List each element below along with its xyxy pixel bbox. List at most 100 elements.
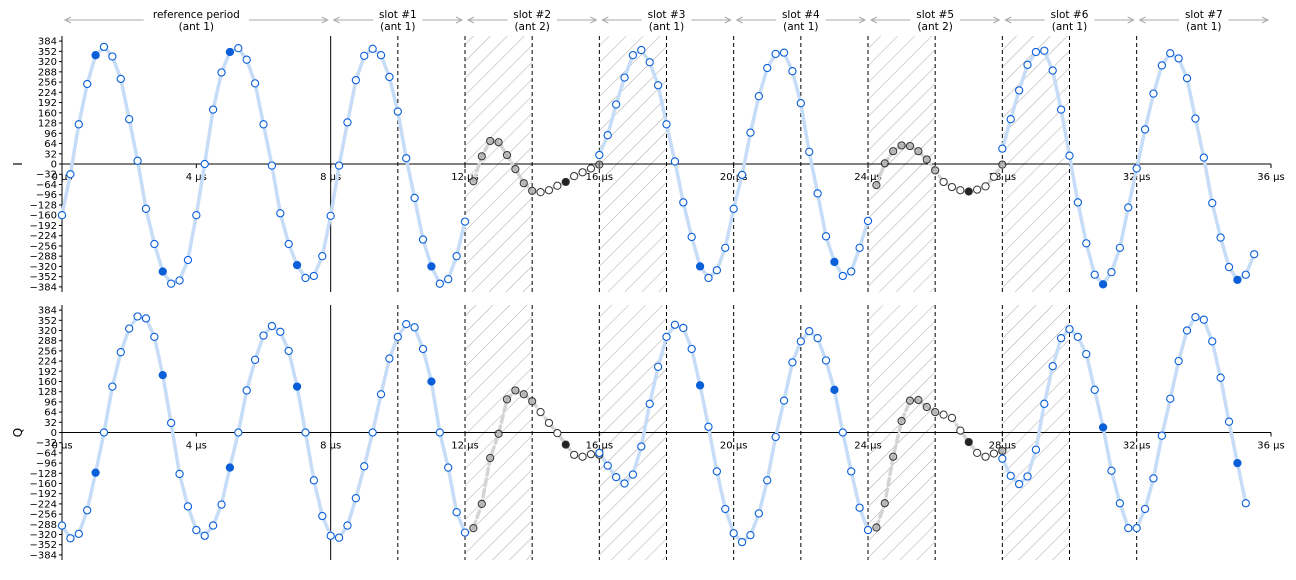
ant1-sample-point [141, 204, 151, 213]
ant1-sample-point [276, 327, 285, 336]
ant1-reference-sample-point [91, 468, 100, 477]
ant1-sample-point [1208, 198, 1217, 208]
ant1-sample-point [729, 529, 738, 538]
ant1-sample-point [444, 463, 453, 472]
y-tick-label: 128 [38, 119, 57, 130]
y-tick-label: 224 [38, 357, 57, 368]
ant2-sample-point [528, 186, 537, 195]
ant2-series-line [471, 139, 602, 194]
ant2-sample-point [494, 138, 503, 147]
ant2-reference-sample-point [561, 440, 570, 449]
ant1-sample-point [1056, 333, 1066, 343]
period-label: slot #5 [916, 9, 954, 21]
ant1-sample-point [360, 51, 369, 60]
y-tick-label: −64 [36, 448, 57, 459]
ant1-sample-point [1224, 262, 1234, 272]
ant1-sample-point [1149, 474, 1158, 483]
period-annotation: slot #4(ant 1) [735, 8, 867, 33]
ant1-sample-point [393, 332, 402, 342]
ant2-sample-point [889, 147, 898, 156]
ant1-sample-point [1056, 105, 1066, 114]
arrow-right-icon [321, 16, 329, 24]
ant1-sample-point [326, 531, 335, 540]
y-tick-label: −192 [30, 489, 57, 500]
ant1-sample-point [662, 120, 671, 129]
ant1-sample-point [737, 170, 747, 180]
arrow-right-icon [1261, 16, 1270, 24]
ant2-sample-point [947, 182, 957, 192]
x-tick-label: 20 µs [720, 441, 747, 452]
ant2-sample-point [511, 386, 520, 395]
ant2-sample-point [880, 159, 889, 168]
y-tick-label: −64 [36, 180, 57, 191]
period-label-bg [1179, 8, 1229, 33]
ant2-sample-point [469, 524, 478, 533]
period-annotation: slot #7(ant 1) [1138, 8, 1270, 33]
ant1-sample-point [309, 271, 319, 281]
ant1-sample-point [334, 533, 344, 542]
ant1-sample-point [611, 100, 621, 109]
ant1-sample-point [645, 58, 654, 67]
ant1-sample-point [410, 323, 419, 332]
ant2-sample-point [922, 402, 931, 412]
ant1-sample-point [1199, 315, 1208, 324]
ant2-sample-point [528, 397, 537, 406]
ant1-reference-sample-point [830, 385, 839, 394]
ant1-sample-point [108, 382, 117, 391]
ant1-sample-point [259, 331, 268, 340]
x-tick-label: 16 µs [586, 441, 613, 452]
y-tick-label: 0 [51, 428, 57, 439]
ant1-sample-point [805, 326, 814, 336]
x-tick-label: 32 µs [1123, 172, 1150, 183]
ant2-sample-point [889, 452, 898, 461]
ant1-sample-point [343, 521, 352, 530]
ant1-sample-point [217, 500, 226, 509]
ant2-sample-point [570, 172, 579, 181]
ant1-sample-point [746, 128, 755, 137]
ant1-sample-point [267, 161, 277, 170]
ant1-sample-point [1241, 499, 1250, 508]
ant2-sample-point [989, 172, 999, 181]
ant1-reference-sample-point [695, 262, 705, 271]
ant1-sample-point [998, 454, 1007, 463]
ant2-sample-point [956, 186, 965, 195]
ant1-sample-point [1023, 60, 1032, 69]
ant1-sample-point [460, 528, 470, 537]
period-label-bg [641, 8, 692, 33]
ant1-sample-point [687, 232, 696, 242]
ant2-sample-point [973, 448, 982, 457]
period-label: slot #6 [1051, 9, 1089, 21]
ant1-sample-point [435, 428, 444, 437]
ant1-sample-point [150, 239, 159, 249]
ant2-sample-point [914, 147, 923, 156]
ant1-sample-point [1040, 46, 1049, 55]
arrow-right-icon [590, 16, 598, 24]
ant1-sample-point [1241, 270, 1250, 279]
ant1-sample-point [402, 319, 411, 329]
ant1-sample-point [1048, 66, 1057, 75]
panel-i: −384−352−320−288−256−224−192−160−128−96−… [11, 36, 1285, 293]
ant1-sample-point [150, 332, 159, 342]
ant2-sample-point [586, 164, 596, 173]
ant1-sample-point [712, 467, 722, 476]
ant1-sample-point [368, 428, 377, 437]
ant2-sample-point [494, 429, 503, 438]
ant1-sample-point [679, 198, 688, 207]
ant1-sample-point [679, 323, 688, 333]
ant1-sample-point [234, 428, 243, 437]
ant1-sample-point [418, 344, 428, 354]
ant1-sample-point [192, 211, 201, 220]
ant2-sample-point [922, 155, 931, 164]
y-tick-label: −32 [36, 170, 57, 181]
ant1-sample-point [1073, 198, 1083, 207]
x-tick-label: 12 µs [451, 441, 478, 452]
x-tick-label: 0 µs [51, 172, 72, 183]
ant2-sample-point [939, 410, 948, 419]
ant1-sample-point [603, 461, 612, 470]
ant1-sample-point [125, 115, 134, 124]
ant1-sample-point [821, 356, 831, 365]
period-label-bg [373, 8, 423, 33]
ant2-sample-point [905, 141, 915, 151]
ant2-series-line [874, 398, 1005, 530]
